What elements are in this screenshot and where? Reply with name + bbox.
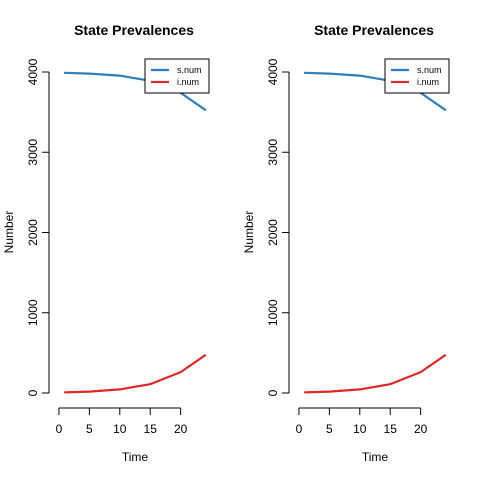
x-tick-label: 5	[326, 422, 333, 436]
y-tick-label: 0	[266, 389, 280, 396]
legend-label-s-num: s.num	[417, 65, 442, 75]
x-tick-label: 10	[113, 422, 127, 436]
y-tick-label: 3000	[266, 139, 280, 166]
series-line-s-num	[303, 71, 447, 111]
legend-label-s-num: s.num	[177, 65, 202, 75]
x-tick-label: 10	[353, 422, 367, 436]
legend-label-i-num: i.num	[177, 77, 199, 87]
series-line-s-num	[63, 71, 207, 111]
x-axis-label: Time	[122, 450, 149, 464]
y-tick-label: 3000	[26, 139, 40, 166]
y-tick-label: 1000	[26, 299, 40, 326]
legend-label-i-num: i.num	[417, 77, 439, 87]
x-axis-label: Time	[362, 450, 389, 464]
x-tick-label: 20	[174, 422, 188, 436]
y-tick-label: 2000	[26, 219, 40, 246]
x-tick-label: 15	[384, 422, 398, 436]
x-tick-label: 0	[296, 422, 303, 436]
y-tick-label: 4000	[266, 58, 280, 85]
y-tick-label: 4000	[26, 58, 40, 85]
chart-title: State Prevalences	[74, 22, 194, 38]
chart-panel-left: State Prevalences 0 1000 2000 3000 4000 Number…	[2, 22, 210, 464]
x-tick-label: 15	[144, 422, 158, 436]
series-line-i-num	[63, 354, 207, 394]
series-line-i-num	[303, 354, 447, 394]
legend-box	[144, 58, 210, 94]
x-tick-label: 20	[414, 422, 428, 436]
x-tick-label: 0	[56, 422, 63, 436]
legend-box	[384, 58, 450, 94]
chart-title: State Prevalences	[314, 22, 434, 38]
chart-panel-right: State Prevalences 0 1000 2000 3000 4000 Number…	[242, 22, 450, 464]
y-axis-label: Number	[242, 211, 256, 254]
y-axis-label: Number	[2, 211, 16, 254]
x-tick-label: 5	[86, 422, 93, 436]
y-tick-label: 0	[26, 389, 40, 396]
y-tick-label: 1000	[266, 299, 280, 326]
y-tick-label: 2000	[266, 219, 280, 246]
